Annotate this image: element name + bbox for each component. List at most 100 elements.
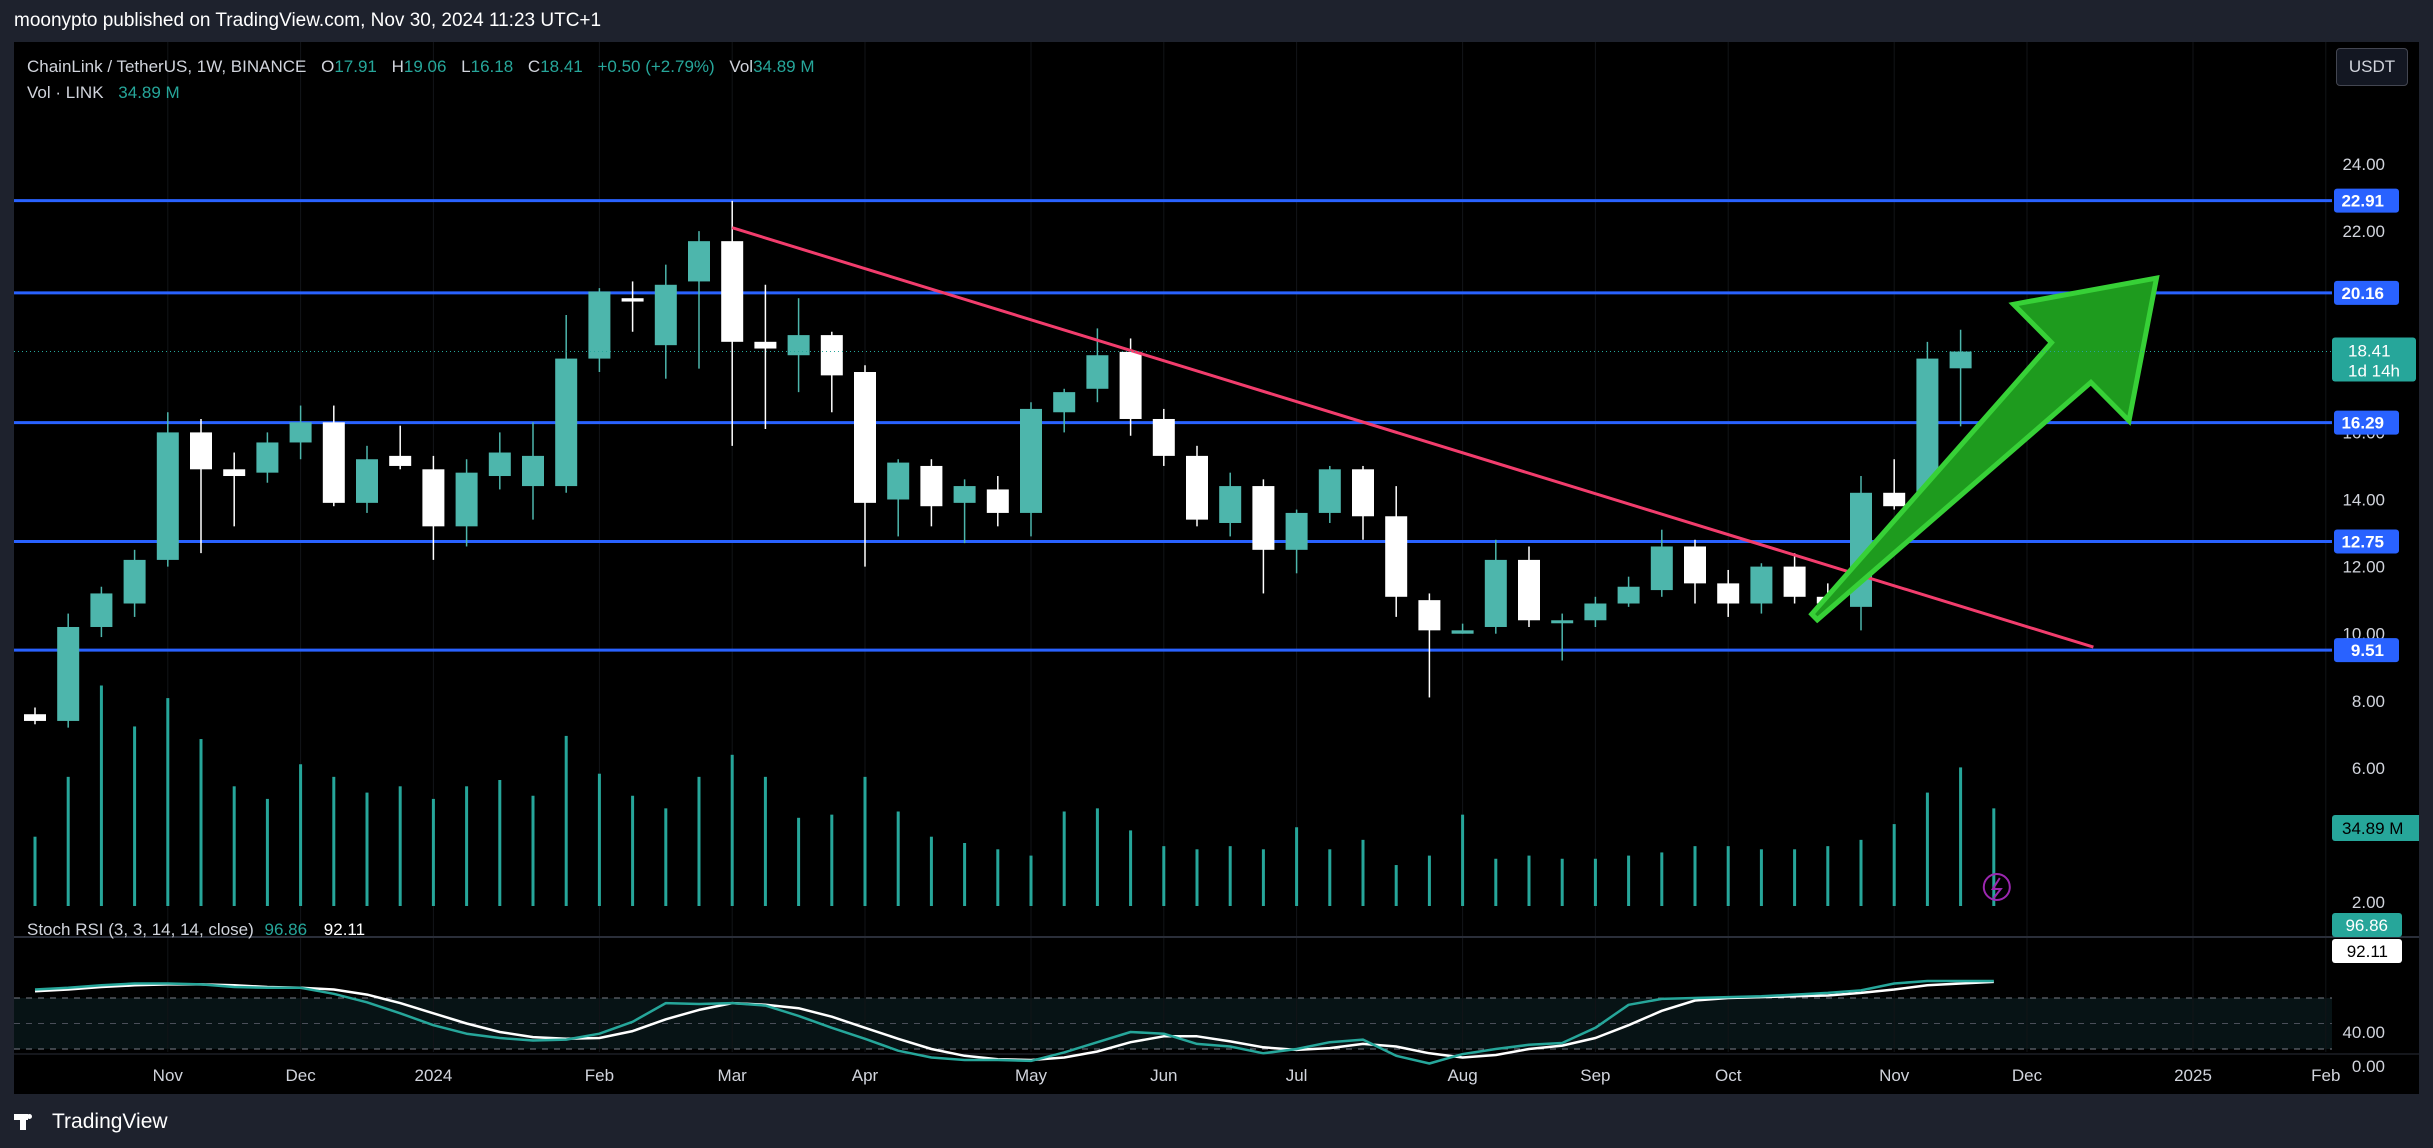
tradingview-logo-icon <box>14 1112 44 1132</box>
footer-bar <box>0 1094 2433 1148</box>
candle-body <box>1650 546 1673 591</box>
candle-body <box>190 432 212 470</box>
volume-bar <box>33 836 37 906</box>
time-axis-label: May <box>1015 1066 1048 1085</box>
stoch-k-badge <box>2332 913 2402 937</box>
current-price-value: 18.41 <box>2348 342 2391 361</box>
time-axis-label: 2025 <box>2174 1066 2212 1085</box>
volume-bar <box>1892 824 1896 906</box>
stoch-rsi-label[interactable]: Stoch RSI (3, 3, 14, 14, close) <box>27 920 254 939</box>
time-axis-label: Feb <box>2311 1066 2340 1085</box>
volume-bar <box>597 773 601 906</box>
candle-body <box>223 469 246 477</box>
lightning-icon-bolt <box>1990 877 2003 899</box>
level-price-label: 22.91 <box>2341 192 2384 211</box>
candle-body <box>1086 355 1109 389</box>
candle-body <box>522 455 544 487</box>
change-value: +0.50 (+2.79%) <box>597 57 715 76</box>
candle-body <box>1551 620 1574 624</box>
volume-bar <box>332 776 336 906</box>
candle-body <box>1684 546 1706 584</box>
time-axis-label: Dec <box>285 1066 316 1085</box>
volume-bar <box>1959 767 1963 906</box>
candle-body <box>787 335 810 356</box>
open-label: O <box>321 57 335 76</box>
volume-bar <box>1925 792 1929 906</box>
volume-bar <box>1029 855 1033 906</box>
volume-bar <box>398 786 402 906</box>
volume-bar <box>697 776 701 906</box>
candle-body <box>1949 351 1972 369</box>
volume-bar <box>1295 827 1299 906</box>
candle-body <box>1385 516 1408 597</box>
level-price-badge <box>2334 410 2399 435</box>
up-arrow-drawing <box>1808 274 2160 624</box>
candle-body <box>1318 469 1341 513</box>
stoch-d-badge <box>2332 939 2402 963</box>
tradingview-logo[interactable]: TradingView <box>14 1110 168 1134</box>
stoch-rsi-d-value: 92.11 <box>323 920 366 939</box>
currency-button[interactable]: USDT <box>2336 48 2408 86</box>
level-price-label: 20.16 <box>2341 284 2384 303</box>
level-price-badge <box>2334 638 2399 663</box>
candle-body <box>1584 603 1607 621</box>
volume-bar <box>66 776 70 906</box>
candle-body <box>1916 358 1939 507</box>
volume-bar <box>1793 849 1797 906</box>
publisher-bar: moonypto published on TradingView.com, N… <box>0 0 2433 42</box>
level-price-badge <box>2334 529 2399 554</box>
volume-bar <box>1062 811 1066 906</box>
candle-body <box>920 465 943 507</box>
price-chart[interactable]: 24.0022.0020.0018.0016.0014.0012.0010.00… <box>14 42 2419 1094</box>
volume-bar <box>1759 849 1763 906</box>
volume-bar <box>631 795 635 906</box>
volume-indicator-value: 34.89 M <box>118 83 180 102</box>
volume-bar <box>133 726 137 906</box>
candle-body <box>389 455 412 466</box>
candle-body <box>555 358 578 487</box>
time-axis-label: Aug <box>1447 1066 1477 1085</box>
high-value: 19.06 <box>403 57 447 76</box>
stoch-axis-tick: 0.00 <box>2352 1057 2385 1076</box>
candle-body <box>90 593 113 627</box>
candle-body <box>721 241 744 342</box>
volume-bar <box>265 798 269 906</box>
volume-bar <box>1195 849 1199 906</box>
stoch-axis-tick: 40.00 <box>2342 1023 2385 1042</box>
level-price-label: 16.29 <box>2341 414 2384 433</box>
price-axis-tick: 8.00 <box>2352 692 2385 711</box>
volume-bar <box>498 780 502 906</box>
candle-body <box>820 335 843 376</box>
time-axis-label: Oct <box>1715 1066 1742 1085</box>
level-price-label: 9.51 <box>2351 641 2384 660</box>
volume-bar <box>830 814 834 906</box>
candle-body <box>588 291 611 359</box>
candle-body <box>953 486 976 503</box>
price-axis-tick: 12.00 <box>2342 558 2385 577</box>
volume-bar <box>1228 846 1232 906</box>
candle-body <box>1352 469 1374 517</box>
volume-bar <box>996 849 1000 906</box>
volume-bar <box>1992 808 1996 906</box>
volume-bar <box>730 754 734 906</box>
symbol-title[interactable]: ChainLink / TetherUS, 1W, BINANCE <box>27 57 307 76</box>
volume-indicator-label[interactable]: Vol · LINK <box>27 83 104 102</box>
candle-body <box>156 432 179 560</box>
candle-body <box>1053 392 1076 413</box>
price-axis-tick: 22.00 <box>2342 222 2385 241</box>
volume-bar <box>1129 830 1133 906</box>
volume-bar <box>1726 846 1730 906</box>
volume-bar <box>1494 858 1498 906</box>
volume-bar <box>365 792 369 906</box>
volume-bar <box>299 764 303 906</box>
time-axis-label: Sep <box>1580 1066 1610 1085</box>
candle-body <box>322 422 345 503</box>
candle-body <box>1219 486 1242 523</box>
candle-body <box>754 341 777 349</box>
price-axis-tick: 2.00 <box>2352 893 2385 912</box>
time-axis-label: Nov <box>1879 1066 1910 1085</box>
candle-body <box>488 452 511 477</box>
volume-bar <box>1627 855 1631 906</box>
candle-body <box>1484 559 1507 627</box>
volume-bar <box>863 776 867 906</box>
